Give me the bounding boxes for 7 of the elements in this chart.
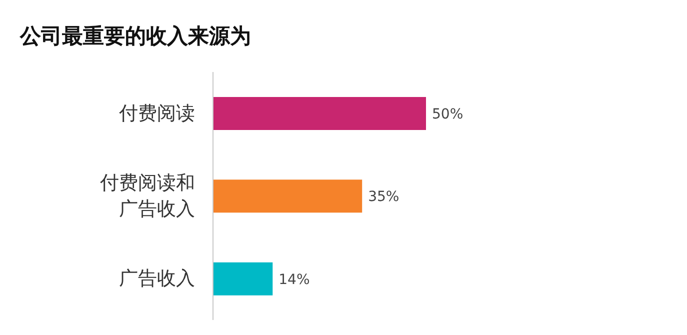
data-label: 50%	[432, 106, 464, 122]
y-tick-label: 付费阅读	[118, 102, 195, 124]
y-tick-label: 广告收入	[119, 268, 195, 290]
data-label: 35%	[368, 189, 400, 206]
data-label: 14%	[278, 272, 310, 288]
chart-title: 公司最重要的收入来源为	[18, 23, 252, 50]
y-tick-label: 付费阅读和广告收入	[99, 172, 195, 220]
